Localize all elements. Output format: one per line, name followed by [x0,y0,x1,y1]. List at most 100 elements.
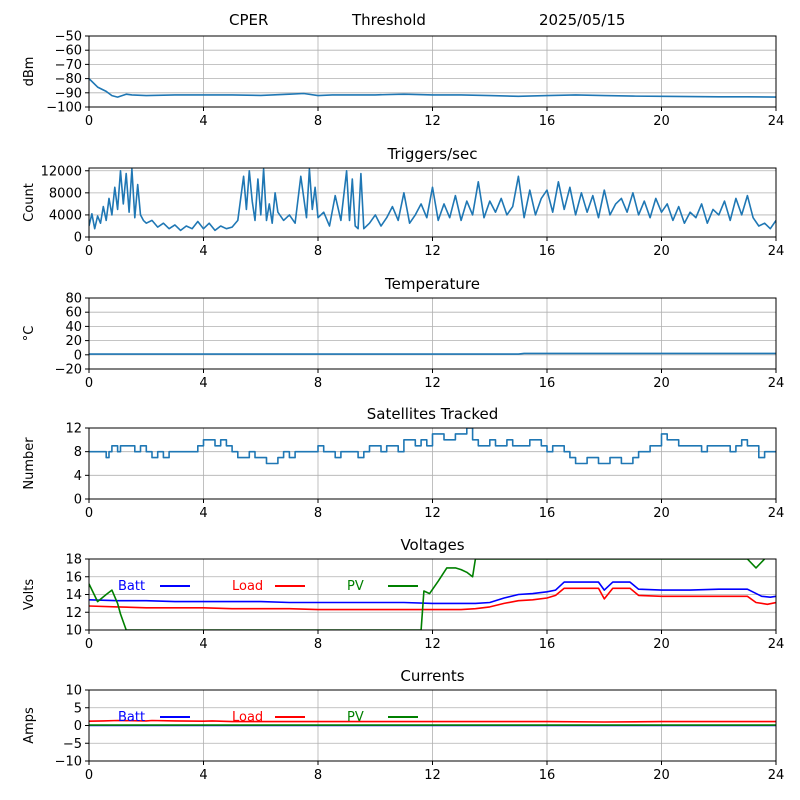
x-tick-label: 16 [539,376,556,391]
x-tick-label: 12 [424,637,441,652]
series-line-pv [89,559,766,630]
y-tick-label: −70 [55,58,82,73]
y-tick-label: 80 [65,292,82,307]
x-tick-label: 12 [424,768,441,783]
y-tick-label: 8 [74,445,82,460]
y-tick-label: 10 [65,624,82,639]
x-tick-label: 0 [85,244,93,259]
y-tick-label: −20 [55,363,82,378]
header-mode: Threshold [352,11,426,29]
y-axis-label: Count [22,183,37,222]
x-tick-label: 4 [199,506,207,521]
x-tick-label: 16 [539,768,556,783]
y-tick-label: 10 [65,684,82,699]
x-tick-label: 4 [199,376,207,391]
y-tick-label: 12 [65,422,82,437]
y-axis-label: dBm [22,57,37,87]
y-tick-label: −50 [55,30,82,45]
y-tick-label: 0 [74,348,82,363]
y-tick-label: 4 [74,469,82,484]
x-tick-label: 12 [424,506,441,521]
chart-panel-6: Batt Load PV 0 4 8 12 16 20 24 −10 −5 0 5 10 Currents Am… [22,667,784,783]
x-tick-label: 16 [539,506,556,521]
x-tick-label: 4 [199,244,207,259]
series-line [89,78,776,98]
series-line [89,168,776,232]
x-tick-label: 8 [314,244,322,259]
legend-label: Load [232,579,263,594]
x-tick-label: 24 [768,506,785,521]
x-tick-label: 4 [199,114,207,129]
y-axis-label: Amps [22,707,37,744]
x-tick-label: 20 [653,114,670,129]
x-tick-label: 20 [653,376,670,391]
y-tick-label: −60 [55,44,82,59]
x-tick-label: 0 [85,506,93,521]
legend-label: PV [347,710,364,725]
y-tick-label: 40 [65,320,82,335]
y-tick-label: −80 [55,72,82,87]
x-tick-label: 16 [539,244,556,259]
legend-label: Batt [118,710,145,725]
chart-title: Voltages [400,536,464,554]
x-tick-label: 0 [85,768,93,783]
header-date: 2025/05/15 [539,11,626,29]
x-tick-label: 8 [314,376,322,391]
y-tick-label: 5 [74,701,82,716]
chart-panel-2: 0 4 8 12 16 20 24 0 4000 8000 12000 Triggers/sec Cou… [22,145,784,259]
legend-label: Load [232,710,263,725]
x-tick-label: 8 [314,114,322,129]
y-tick-label: 8000 [49,186,82,201]
x-tick-label: 0 [85,376,93,391]
series-line-load [89,719,776,723]
y-tick-label: 20 [65,334,82,349]
chart-title: Currents [400,667,464,685]
x-tick-label: 12 [424,114,441,129]
chart-title: Satellites Tracked [367,405,498,423]
x-tick-label: 24 [768,114,785,129]
x-tick-label: 8 [314,637,322,652]
y-tick-label: 14 [65,588,82,603]
y-tick-label: −5 [63,737,82,752]
y-tick-label: 18 [65,553,82,568]
series-line-load [89,587,776,611]
series-line [89,352,776,355]
x-tick-label: 4 [199,768,207,783]
y-tick-label: 12000 [41,164,82,179]
x-tick-label: 24 [768,376,785,391]
x-tick-label: 16 [539,114,556,129]
y-tick-label: 0 [74,231,82,246]
y-axis-label: Number [22,437,37,490]
y-tick-label: 16 [65,570,82,585]
x-tick-label: 24 [768,637,785,652]
chart-panel-4: 0 4 8 12 16 20 24 0 4 8 12 Satellites Tracked Number [22,405,784,521]
y-tick-label: 60 [65,306,82,321]
y-tick-label: −100 [46,101,82,116]
x-tick-label: 20 [653,637,670,652]
y-tick-label: 4000 [49,208,82,223]
y-tick-label: −90 [55,86,82,101]
series-line [89,428,776,465]
x-tick-label: 0 [85,114,93,129]
y-axis-label: Volts [22,579,37,611]
x-tick-label: 8 [314,506,322,521]
y-tick-label: −10 [55,755,82,770]
x-tick-label: 12 [424,244,441,259]
y-tick-label: 0 [74,493,82,508]
x-tick-label: 20 [653,506,670,521]
header-site: CPER [229,11,269,29]
x-tick-label: 20 [653,244,670,259]
chart-title: Temperature [384,275,480,293]
x-tick-label: 4 [199,637,207,652]
chart-panel-5: Batt Load PV 0 4 8 12 16 20 24 10 12 14 16 18 Voltages V… [22,536,784,652]
legend-label: Batt [118,579,145,594]
x-tick-label: 0 [85,637,93,652]
x-tick-label: 20 [653,768,670,783]
legend-label: PV [347,579,364,594]
series-line-batt [89,581,776,605]
x-tick-label: 16 [539,637,556,652]
chart-panel-1: 0 4 8 12 16 20 24 −100−90−80−70−60−50 dBm [22,30,784,130]
x-tick-label: 8 [314,768,322,783]
